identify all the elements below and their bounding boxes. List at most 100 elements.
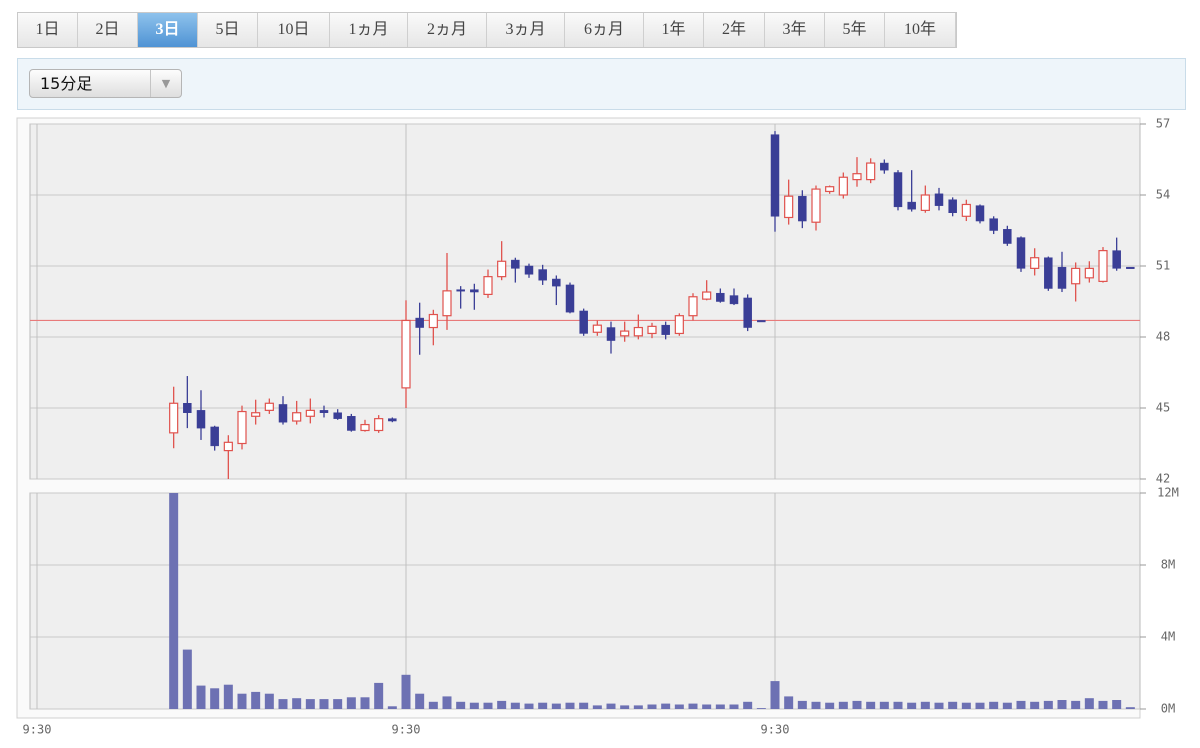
y-tick-label: 8M (1161, 558, 1175, 572)
period-tab[interactable]: 2日 (78, 13, 138, 47)
candle-body (347, 416, 356, 431)
select-arrow: ▼ (150, 70, 181, 97)
volume-bar (510, 702, 520, 709)
volume-bar (729, 704, 739, 709)
volume-bar (811, 701, 821, 709)
period-tabs: 1日 2日 3日 5日 10日 1ヵ月 2ヵ月 3ヵ月 6ヵ月 1年 2年 3年 5年 10年 (17, 12, 957, 48)
candle-body (442, 290, 452, 317)
volume-bar (674, 704, 684, 709)
period-tab[interactable]: 10年 (885, 13, 956, 47)
volume-bar (756, 708, 766, 709)
period-tab[interactable]: 6ヵ月 (565, 13, 644, 47)
volume-bar (825, 702, 835, 709)
volume-bar (838, 701, 848, 709)
candle-body (948, 199, 957, 214)
candle-body (1016, 237, 1026, 269)
period-tab[interactable]: 2年 (704, 13, 765, 47)
candle-body (716, 292, 725, 302)
volume-bar (620, 705, 630, 709)
candle-body (196, 410, 206, 429)
candle-body (825, 186, 835, 193)
volume-bar (401, 674, 411, 709)
candle-body (360, 423, 370, 432)
candle-body (1084, 267, 1094, 279)
volume-bar (319, 699, 329, 709)
volume-bar (866, 701, 876, 709)
candle-body (798, 195, 807, 222)
volume-bar (442, 696, 452, 709)
period-tab[interactable]: 5日 (198, 13, 258, 47)
candle-body (852, 173, 862, 181)
volume-bar (428, 701, 438, 709)
volume-bar (702, 704, 712, 709)
candle-body (606, 327, 616, 341)
interval-select-label: 15分足 (40, 74, 93, 93)
volume-bar (387, 706, 397, 709)
volume-bar (1112, 700, 1122, 709)
candle-body (907, 201, 916, 210)
volume-bar (1071, 700, 1081, 709)
volume-bar (852, 700, 862, 709)
candle-body (1030, 257, 1040, 269)
volume-bar (879, 701, 889, 709)
volume-bar (579, 702, 589, 709)
volume-bar (538, 702, 548, 709)
candle-body (237, 410, 247, 445)
candle-body (688, 296, 698, 317)
period-tab[interactable]: 1年 (644, 13, 704, 47)
period-tab[interactable]: 1日 (18, 13, 78, 47)
candle-body (579, 310, 588, 334)
volume-bar (182, 649, 192, 709)
volume-bar (456, 701, 466, 709)
candle-body (784, 195, 794, 219)
candle-body (743, 297, 752, 328)
candle-body (210, 426, 219, 447)
candle-body (374, 418, 384, 432)
period-tab[interactable]: 3ヵ月 (487, 13, 565, 47)
candle-body (251, 412, 261, 417)
volume-bar (647, 704, 657, 709)
volume-bar (360, 697, 370, 709)
volume-bar (1057, 700, 1067, 709)
period-tab[interactable]: 5年 (825, 13, 885, 47)
candle-body (1126, 266, 1135, 269)
volume-bar (415, 693, 425, 709)
period-tab[interactable]: 3年 (765, 13, 825, 47)
volume-bar (223, 684, 233, 709)
candle-body (264, 402, 274, 411)
candle-body (1057, 266, 1067, 289)
volume-bar (989, 701, 999, 709)
x-tick-label: 9:30 (23, 723, 52, 737)
period-tab[interactable]: 2ヵ月 (408, 13, 487, 47)
x-tick-label: 9:30 (761, 723, 790, 737)
y-tick-label: 45 (1156, 401, 1170, 415)
volume-bar (797, 700, 807, 709)
volume-bar (278, 699, 288, 709)
candle-body (674, 315, 684, 335)
period-tab[interactable]: 10日 (258, 13, 330, 47)
candle-body (866, 162, 876, 181)
candle-body (470, 289, 479, 293)
candle-body (893, 172, 903, 208)
volume-bar (920, 701, 930, 709)
candle-body (770, 134, 780, 217)
interval-select[interactable]: 15分足 ▼ (29, 69, 182, 98)
volume-bar (784, 696, 794, 709)
volume-bar (934, 702, 944, 709)
volume-plot-bg (29, 492, 1141, 710)
candle-body (483, 276, 493, 295)
candle-body (292, 412, 302, 422)
candle-body (961, 203, 971, 217)
candle-body (333, 412, 342, 419)
y-tick-label: 51 (1156, 259, 1170, 273)
volume-bar (592, 705, 602, 709)
candle-body (538, 269, 547, 281)
candle-body (428, 313, 438, 329)
volume-bar (565, 702, 575, 709)
volume-bar (264, 693, 274, 709)
candle-body (565, 284, 575, 313)
volume-bar (346, 697, 356, 709)
period-tab[interactable]: 3日 (138, 13, 198, 47)
period-tab[interactable]: 1ヵ月 (330, 13, 408, 47)
